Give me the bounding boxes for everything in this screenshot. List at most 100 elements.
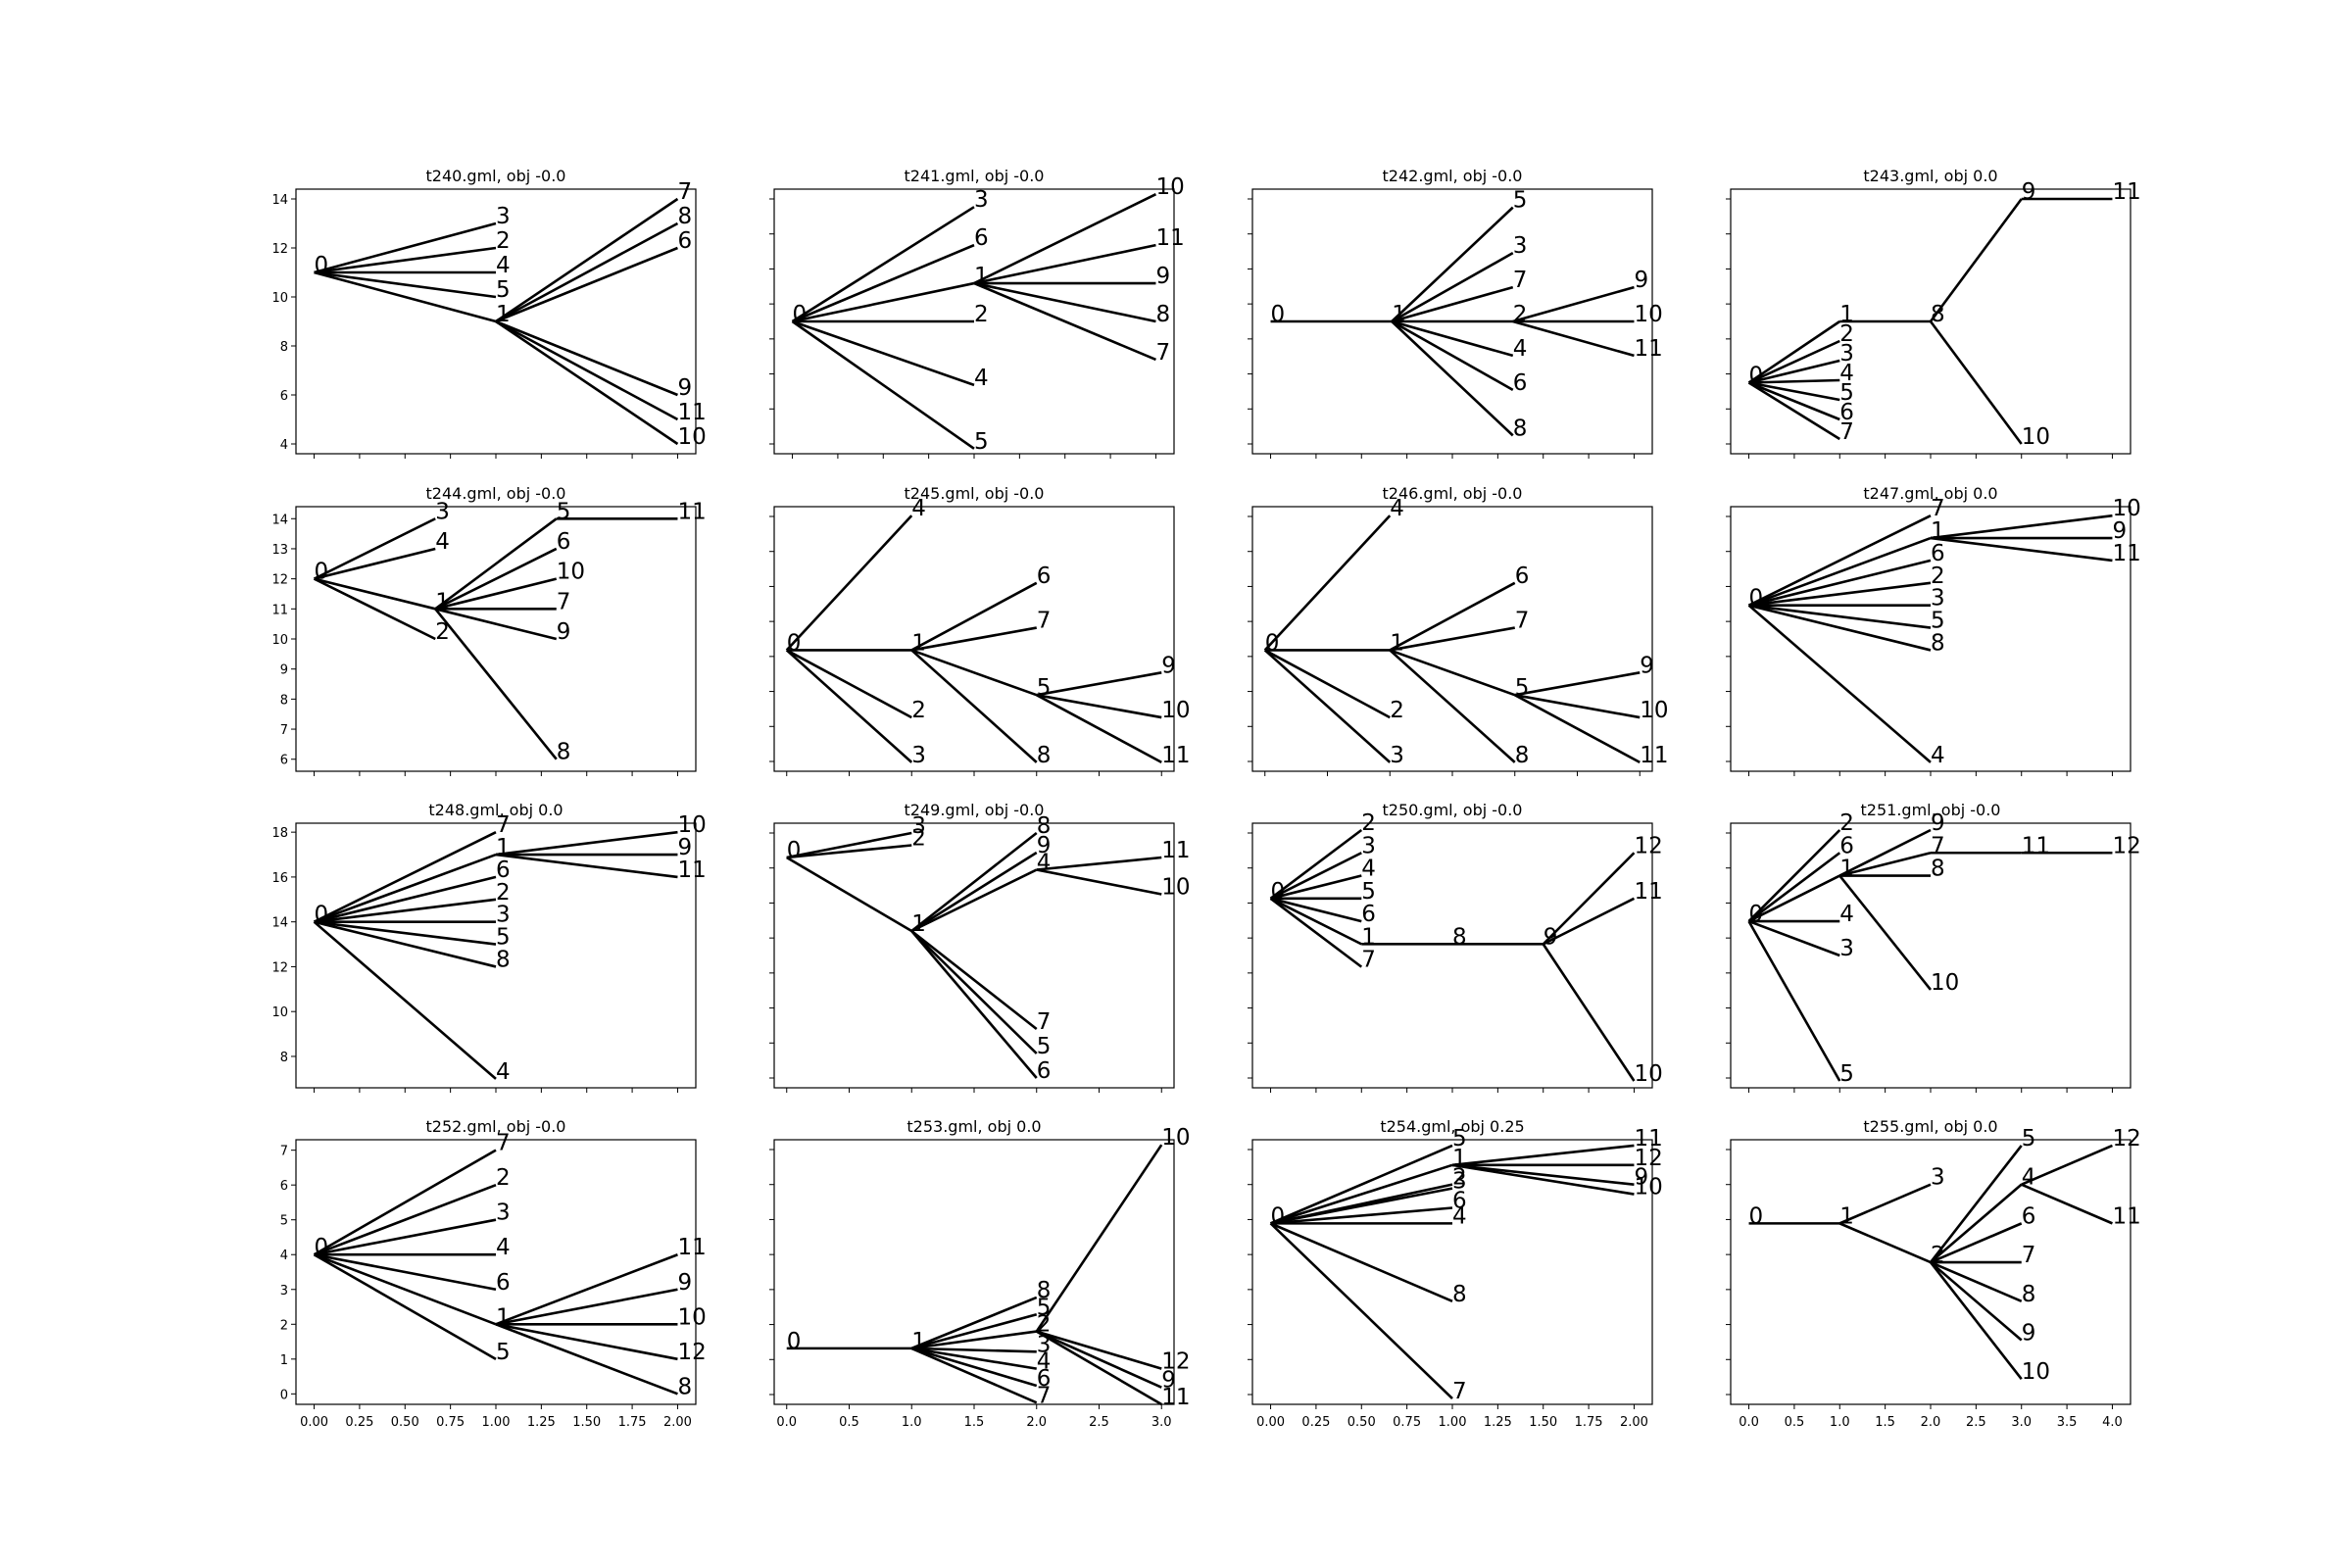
node-label: 6 <box>1452 1188 1467 1213</box>
y-tick-label: 8 <box>280 340 288 355</box>
subplot-title: t242.gml, obj -0.0 <box>1383 167 1523 185</box>
node-label: 1 <box>435 589 450 614</box>
tree-edge <box>1748 359 1840 384</box>
node-label: 10 <box>1161 1125 1190 1151</box>
tree-edge <box>1747 604 1932 763</box>
tree-edge <box>313 1253 497 1360</box>
node-label: 5 <box>1839 380 1854 406</box>
node-label: 1 <box>911 1329 926 1354</box>
tree-edge <box>495 319 679 421</box>
node-label: 12 <box>1161 1349 1190 1375</box>
node-label: 7 <box>1452 1379 1467 1404</box>
node-label: 2 <box>911 698 926 723</box>
y-tick-label: 7 <box>280 723 288 738</box>
tree-edge <box>1036 1330 1162 1389</box>
node-label: 2 <box>974 302 989 327</box>
subplot-frame <box>295 188 697 455</box>
node-label: 10 <box>2022 424 2050 450</box>
node-label: 11 <box>2112 541 2140 566</box>
node-label: 5 <box>1839 1061 1854 1087</box>
subplot-4: t244.gml, obj -0.06789101112131401234567… <box>271 484 707 776</box>
tree-edge <box>786 831 912 859</box>
tree-edge <box>2021 1183 2113 1225</box>
tree-edge <box>1270 1144 1453 1225</box>
tree-edge <box>1391 320 1514 437</box>
tree-edge <box>434 547 558 611</box>
node-label: 9 <box>1634 268 1648 293</box>
tree-edge <box>314 1183 497 1256</box>
subplot-15: t255.gml, obj 0.0 0.0 0.5 1.0 1.5 2.0 2.5 3.0 3.… <box>1726 1117 2141 1430</box>
node-label: 5 <box>1037 675 1052 701</box>
tree-edge <box>1391 285 1514 323</box>
y-tick-label: 10 <box>271 633 288 648</box>
node-label: 8 <box>1515 743 1530 768</box>
node-label: 11 <box>1161 743 1190 768</box>
tree-edge <box>1391 252 1514 323</box>
subplot-title: t248.gml, obj 0.0 <box>428 801 563 819</box>
x-tick-label: 1.0 <box>902 1415 922 1430</box>
tree-edge <box>1748 604 1932 629</box>
node-label: 4 <box>974 366 989 391</box>
node-label: 8 <box>496 947 511 972</box>
node-label: 2 <box>1452 1165 1467 1191</box>
x-tick-label: 0.0 <box>1739 1415 1759 1430</box>
y-tick-label: 5 <box>280 1214 288 1229</box>
node-label: 7 <box>1515 609 1530 634</box>
node-label: 9 <box>2022 1320 2036 1346</box>
tree-edge <box>1929 1145 2023 1263</box>
tree-edge <box>1747 874 1840 923</box>
x-tick-label: 1.0 <box>1830 1415 1850 1430</box>
node-label: 4 <box>435 529 450 555</box>
node-label: 2 <box>496 228 511 254</box>
node-label: 9 <box>1161 1368 1176 1394</box>
node-label: 8 <box>1931 857 1945 882</box>
tree-edge <box>1747 319 1840 384</box>
tree-edge <box>313 517 436 580</box>
tree-edge <box>495 853 678 879</box>
node-label: 5 <box>496 277 511 303</box>
node-label: 8 <box>1037 743 1052 768</box>
node-label: 11 <box>2022 833 2050 858</box>
node-label: 2 <box>1513 302 1528 327</box>
node-label: 6 <box>1515 564 1530 589</box>
x-tick-label: 1.5 <box>964 1415 985 1430</box>
y-tick-label: 3 <box>280 1284 288 1298</box>
x-tick-label: 0.25 <box>1301 1415 1330 1430</box>
subplot-title: t246.gml, obj -0.0 <box>1383 484 1523 503</box>
y-tick-label: 12 <box>271 242 288 257</box>
node-label: 5 <box>557 499 571 524</box>
node-label: 5 <box>1452 1126 1467 1152</box>
node-label: 8 <box>1037 1278 1052 1303</box>
tree-edge <box>1748 339 1840 384</box>
node-label: 1 <box>1931 518 1945 544</box>
node-label: 4 <box>1037 1349 1052 1375</box>
subplot-title: t244.gml, obj -0.0 <box>426 484 566 503</box>
node-label: 2 <box>1839 321 1854 347</box>
tree-edge <box>786 844 912 859</box>
subplot-frame <box>295 1139 697 1405</box>
node-label: 3 <box>496 1200 511 1226</box>
tree-edge <box>910 581 1038 652</box>
node-label: 0 <box>315 560 329 585</box>
node-label: 10 <box>1634 1061 1662 1087</box>
node-label: 11 <box>677 1235 706 1260</box>
tree-edge <box>1747 381 1840 441</box>
node-label: 12 <box>1634 1146 1662 1171</box>
x-tick-label: 1.25 <box>1484 1415 1512 1430</box>
node-label: 9 <box>1634 1165 1648 1191</box>
node-label: 11 <box>677 499 706 524</box>
subplot-title: t250.gml, obj -0.0 <box>1383 801 1523 819</box>
node-label: 7 <box>1361 948 1376 973</box>
node-label: 3 <box>1513 233 1528 259</box>
node-label: 6 <box>1361 902 1376 927</box>
subplot-frame <box>1730 1139 2132 1405</box>
node-label: 10 <box>2022 1359 2050 1385</box>
subplot-frame <box>773 822 1175 1089</box>
node-label: 10 <box>1931 970 1959 996</box>
tree-edge <box>495 1288 678 1326</box>
y-tick-label: 6 <box>280 389 288 404</box>
y-tick-label: 14 <box>271 916 288 931</box>
